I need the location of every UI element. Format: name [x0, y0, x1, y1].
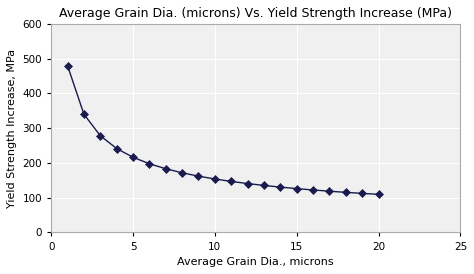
X-axis label: Average Grain Dia., microns: Average Grain Dia., microns: [177, 257, 334, 267]
Y-axis label: Yield Strength Increase, MPa: Yield Strength Increase, MPa: [7, 48, 17, 208]
Title: Average Grain Dia. (microns) Vs. Yield Strength Increase (MPa): Average Grain Dia. (microns) Vs. Yield S…: [59, 7, 452, 20]
